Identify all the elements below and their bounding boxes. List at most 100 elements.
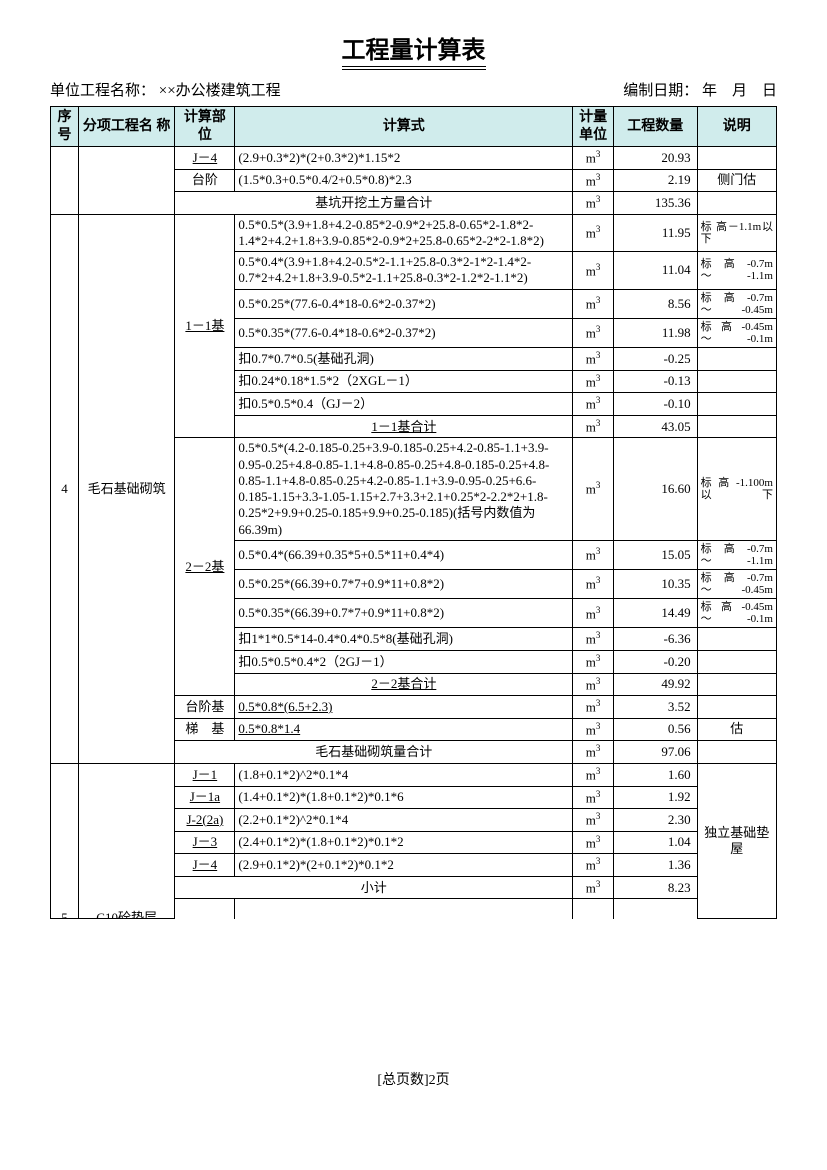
formula-cell: 0.5*0.5*(4.2-0.185-0.25+3.9-0.185-0.25+4…	[235, 438, 573, 541]
formula-cell: 0.5*0.4*(3.9+1.8+4.2-0.5*2-1.1+25.8-0.3*…	[235, 252, 573, 290]
unit-cell: m3	[573, 696, 614, 719]
note-cell	[697, 741, 776, 764]
note-cell: 独立基础垫屋	[697, 763, 776, 918]
table-row: 5C10砼垫层J－1(1.8+0.1*2)^2*0.1*4m31.60独立基础垫…	[51, 763, 777, 786]
formula-cell: 扣0.5*0.5*0.4（GJ－2）	[235, 393, 573, 416]
qty-cell: 8.23	[613, 876, 697, 899]
part-cell: J－1	[175, 763, 235, 786]
qty-cell: -0.13	[613, 370, 697, 393]
formula-cell: 0.5*0.5*(3.9+1.8+4.2-0.85*2-0.9*2+25.8-0…	[235, 214, 573, 252]
part-cell: J－3	[175, 831, 235, 854]
qty-cell: 20.93	[613, 147, 697, 170]
sum-label: 基坑开挖土方量合计	[175, 192, 573, 215]
hdr-unit: 计量单位	[573, 107, 614, 147]
unit-cell: m3	[573, 393, 614, 416]
qty-cell: 97.06	[613, 741, 697, 764]
formula-cell: (2.2+0.1*2)^2*0.1*4	[235, 809, 573, 832]
unit-cell: m3	[573, 540, 614, 569]
note-cell: 估	[697, 718, 776, 741]
qty-cell: 135.36	[613, 192, 697, 215]
note-cell	[697, 696, 776, 719]
qty-cell: 1.04	[613, 831, 697, 854]
unit-cell: m3	[573, 599, 614, 628]
meta-row: 单位工程名称： ××办公楼建筑工程 编制日期： 年 月 日	[50, 79, 777, 100]
qty-cell: 8.56	[613, 289, 697, 318]
note-cell: 标 高 -0.45m～-0.1m	[697, 318, 776, 347]
qty-cell: -0.10	[613, 393, 697, 416]
qty-cell: 14.49	[613, 599, 697, 628]
qty-cell: 10.35	[613, 570, 697, 599]
part-cell: 梯 基	[175, 718, 235, 741]
qty-cell: 11.95	[613, 214, 697, 252]
unit-cell: m3	[573, 370, 614, 393]
unit-cell: m3	[573, 192, 614, 215]
qty-cell: 1.92	[613, 786, 697, 809]
formula-cell: 0.5*0.4*(66.39+0.35*5+0.5*11+0.4*4)	[235, 540, 573, 569]
date-value: 年 月 日	[702, 83, 777, 99]
hdr-note: 说明	[697, 107, 776, 147]
note-cell	[697, 651, 776, 674]
note-cell: 标 高 -1.100m以 下	[697, 438, 776, 541]
note-cell	[697, 393, 776, 416]
header-row: 序号 分项工程名 称 计算部位 计算式 计量单位 工程数量 说明	[51, 107, 777, 147]
unit-cell: m3	[573, 831, 614, 854]
unit-cell: m3	[573, 718, 614, 741]
unit-cell: m3	[573, 289, 614, 318]
sum-label: 2－2基合计	[235, 673, 573, 696]
qty-cell: 2.19	[613, 169, 697, 192]
unit-cell: m3	[573, 673, 614, 696]
unit-cell: m3	[573, 147, 614, 170]
calculation-table: 序号 分项工程名 称 计算部位 计算式 计量单位 工程数量 说明 J－4(2.9…	[50, 106, 777, 919]
qty-cell: -0.25	[613, 348, 697, 371]
project-label: 单位工程名称：	[50, 83, 155, 99]
formula-cell: 0.5*0.25*(77.6-0.4*18-0.6*2-0.37*2)	[235, 289, 573, 318]
hdr-name: 分项工程名 称	[78, 107, 175, 147]
formula-cell: (1.4+0.1*2)*(1.8+0.1*2)*0.1*6	[235, 786, 573, 809]
formula-cell: 扣0.5*0.5*0.4*2（2GJ－1）	[235, 651, 573, 674]
table-row: 4毛石基础砌筑1－1基0.5*0.5*(3.9+1.8+4.2-0.85*2-0…	[51, 214, 777, 252]
hdr-formula: 计算式	[235, 107, 573, 147]
seq-cell	[51, 147, 79, 215]
table-row: J－4(2.9+0.3*2)*(2+0.3*2)*1.15*2m320.93	[51, 147, 777, 170]
formula-cell: 0.5*0.8*(6.5+2.3)	[235, 696, 573, 719]
hdr-qty: 工程数量	[613, 107, 697, 147]
unit-cell: m3	[573, 570, 614, 599]
project-name: ××办公楼建筑工程	[159, 83, 281, 99]
note-cell	[697, 673, 776, 696]
unit-cell: m3	[573, 741, 614, 764]
note-cell	[697, 192, 776, 215]
unit-cell: m3	[573, 876, 614, 899]
unit-cell: m3	[573, 169, 614, 192]
date-label: 编制日期：	[623, 83, 698, 99]
name-cell: 毛石基础砌筑	[78, 214, 175, 763]
unit-cell: m3	[573, 763, 614, 786]
unit-cell: m3	[573, 252, 614, 290]
unit-cell: m3	[573, 786, 614, 809]
qty-cell: 49.92	[613, 673, 697, 696]
note-cell: 标 高 -0.7m～-1.1m	[697, 540, 776, 569]
formula-cell: 扣1*1*0.5*14-0.4*0.4*0.5*8(基础孔洞)	[235, 628, 573, 651]
qty-cell: -6.36	[613, 628, 697, 651]
part-cell: 2－2基	[175, 438, 235, 696]
unit-cell: m3	[573, 318, 614, 347]
part-cell: J－4	[175, 854, 235, 877]
seq-cell: 4	[51, 214, 79, 763]
part-cell: J－4	[175, 147, 235, 170]
note-cell: 侧门估	[697, 169, 776, 192]
page-footer: [总页数]2页	[50, 1069, 777, 1089]
note-cell: 标 高 -0.7m～-1.1m	[697, 252, 776, 290]
unit-cell: m3	[573, 854, 614, 877]
formula-cell: 0.5*0.35*(66.39+0.7*7+0.9*11+0.8*2)	[235, 599, 573, 628]
unit-cell: m3	[573, 214, 614, 252]
formula-cell: (2.9+0.3*2)*(2+0.3*2)*1.15*2	[235, 147, 573, 170]
qty-cell: 15.05	[613, 540, 697, 569]
name-cell: C10砼垫层	[78, 763, 175, 918]
part-cell: J-2(2a)	[175, 809, 235, 832]
formula-cell: (1.5*0.3+0.5*0.4/2+0.5*0.8)*2.3	[235, 169, 573, 192]
part-cell: 1－1基	[175, 214, 235, 438]
qty-cell: 3.52	[613, 696, 697, 719]
qty-cell: 16.60	[613, 438, 697, 541]
formula-cell: 0.5*0.35*(77.6-0.4*18-0.6*2-0.37*2)	[235, 318, 573, 347]
note-cell: 标 高 -0.45m～-0.1m	[697, 599, 776, 628]
qty-cell: 1.60	[613, 763, 697, 786]
